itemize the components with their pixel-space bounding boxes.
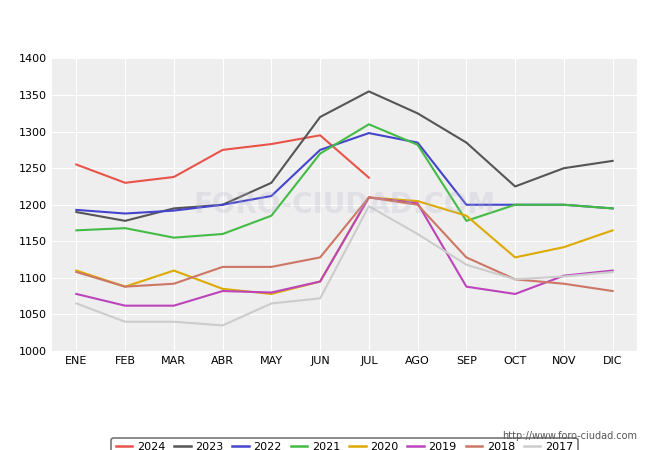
Text: FORO-CIUDAD.COM: FORO-CIUDAD.COM xyxy=(194,191,495,219)
Text: Afiliados en Miño a 31/5/2024: Afiliados en Miño a 31/5/2024 xyxy=(191,18,459,36)
Text: http://www.foro-ciudad.com: http://www.foro-ciudad.com xyxy=(502,431,637,441)
Legend: 2024, 2023, 2022, 2021, 2020, 2019, 2018, 2017: 2024, 2023, 2022, 2021, 2020, 2019, 2018… xyxy=(111,438,578,450)
